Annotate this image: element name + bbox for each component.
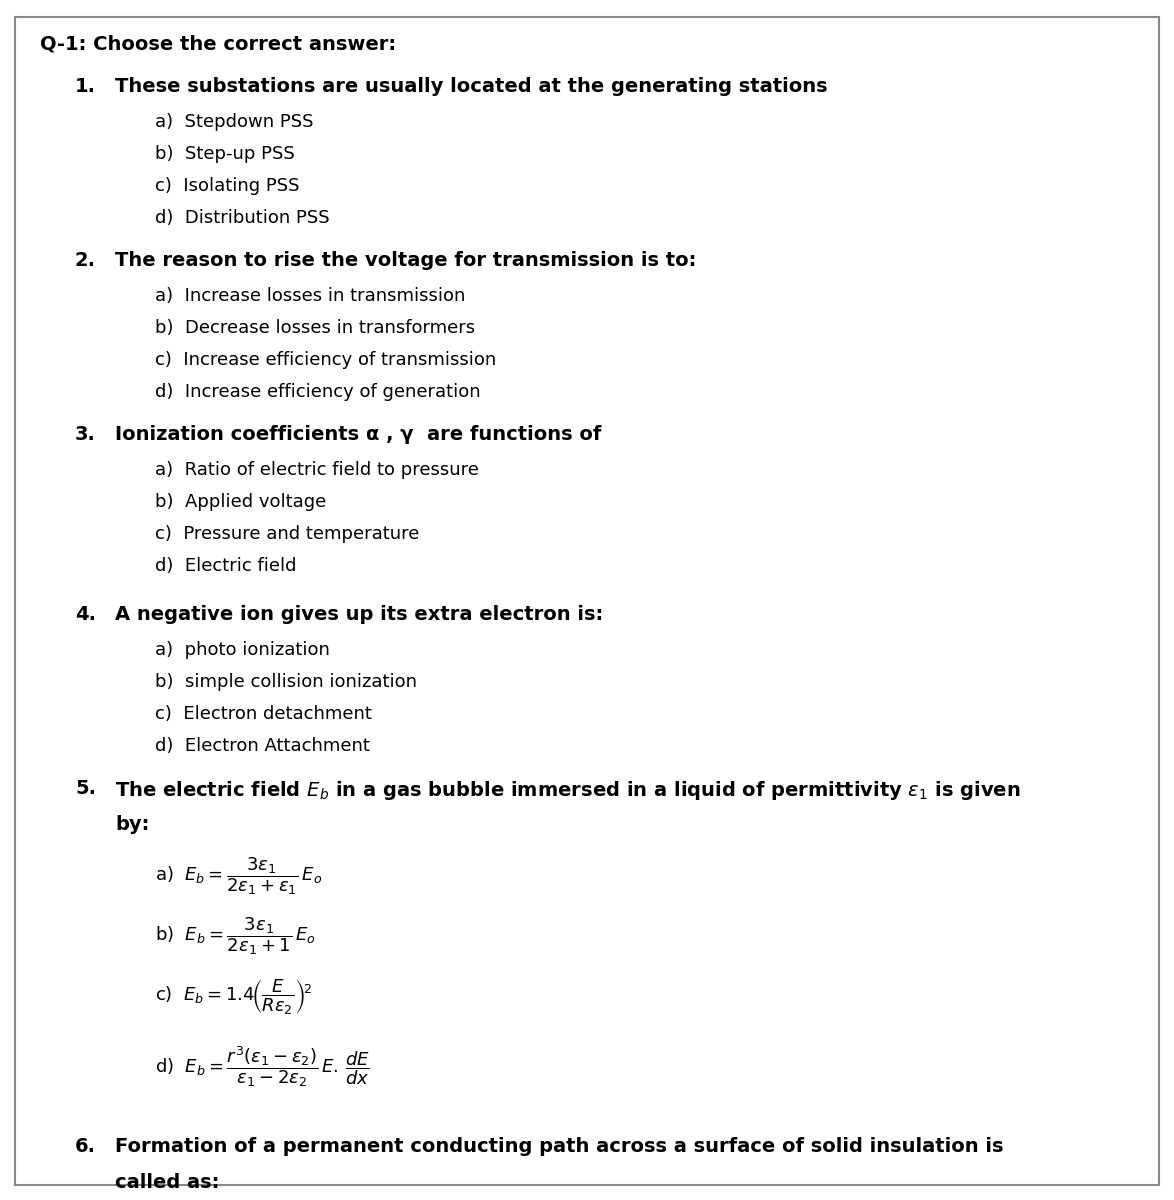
Text: 4.: 4. xyxy=(75,605,96,624)
Text: A negative ion gives up its extra electron is:: A negative ion gives up its extra electr… xyxy=(115,605,603,624)
Text: 5.: 5. xyxy=(75,779,96,798)
Text: d)  Electric field: d) Electric field xyxy=(155,557,297,575)
Text: b)  Decrease losses in transformers: b) Decrease losses in transformers xyxy=(155,319,475,337)
Text: b)  $E_b = \dfrac{3\epsilon_1}{2\epsilon_1+1}\,E_o$: b) $E_b = \dfrac{3\epsilon_1}{2\epsilon_… xyxy=(155,916,316,958)
Text: The electric field $E_b$ in a gas bubble immersed in a liquid of permittivity $\: The electric field $E_b$ in a gas bubble… xyxy=(115,779,1020,802)
Text: Formation of a permanent conducting path across a surface of solid insulation is: Formation of a permanent conducting path… xyxy=(115,1138,1004,1157)
Text: Q-1: Choose the correct answer:: Q-1: Choose the correct answer: xyxy=(40,35,396,54)
Text: 1.: 1. xyxy=(75,77,96,96)
Text: c)  Increase efficiency of transmission: c) Increase efficiency of transmission xyxy=(155,350,497,370)
Text: Ionization coefficients α , γ  are functions of: Ionization coefficients α , γ are functi… xyxy=(115,425,601,444)
FancyBboxPatch shape xyxy=(15,17,1159,1186)
Text: a)  Ratio of electric field to pressure: a) Ratio of electric field to pressure xyxy=(155,461,479,479)
Text: d)  $E_b = \dfrac{r^3(\epsilon_1-\epsilon_2)}{\epsilon_1-2\epsilon_2}\,E.\,\dfra: d) $E_b = \dfrac{r^3(\epsilon_1-\epsilon… xyxy=(155,1044,370,1088)
Text: by:: by: xyxy=(115,815,149,834)
Text: b)  Step-up PSS: b) Step-up PSS xyxy=(155,145,295,163)
Text: d)  Distribution PSS: d) Distribution PSS xyxy=(155,209,330,227)
Text: d)  Increase efficiency of generation: d) Increase efficiency of generation xyxy=(155,383,480,401)
Text: a)  $E_b = \dfrac{3\epsilon_1}{2\epsilon_1+\epsilon_1}\,E_o$: a) $E_b = \dfrac{3\epsilon_1}{2\epsilon_… xyxy=(155,854,322,896)
Text: c)  Electron detachment: c) Electron detachment xyxy=(155,704,372,722)
Text: d)  Electron Attachment: d) Electron Attachment xyxy=(155,737,370,755)
Text: The reason to rise the voltage for transmission is to:: The reason to rise the voltage for trans… xyxy=(115,251,696,270)
Text: These substations are usually located at the generating stations: These substations are usually located at… xyxy=(115,77,828,96)
Text: 3.: 3. xyxy=(75,425,96,444)
Text: a)  photo ionization: a) photo ionization xyxy=(155,641,330,659)
Text: b)  simple collision ionization: b) simple collision ionization xyxy=(155,673,417,691)
Text: c)  $E_b = 1.4\!\left(\dfrac{E}{R\epsilon_2}\right)^{\!2}$: c) $E_b = 1.4\!\left(\dfrac{E}{R\epsilon… xyxy=(155,977,312,1015)
Text: 6.: 6. xyxy=(75,1138,96,1157)
Text: called as:: called as: xyxy=(115,1174,220,1193)
Text: a)  Increase losses in transmission: a) Increase losses in transmission xyxy=(155,287,465,305)
Text: b)  Applied voltage: b) Applied voltage xyxy=(155,493,326,511)
Text: c)  Pressure and temperature: c) Pressure and temperature xyxy=(155,526,419,542)
Text: c)  Isolating PSS: c) Isolating PSS xyxy=(155,176,299,194)
Text: a)  Stepdown PSS: a) Stepdown PSS xyxy=(155,113,313,131)
Text: 2.: 2. xyxy=(75,251,96,270)
